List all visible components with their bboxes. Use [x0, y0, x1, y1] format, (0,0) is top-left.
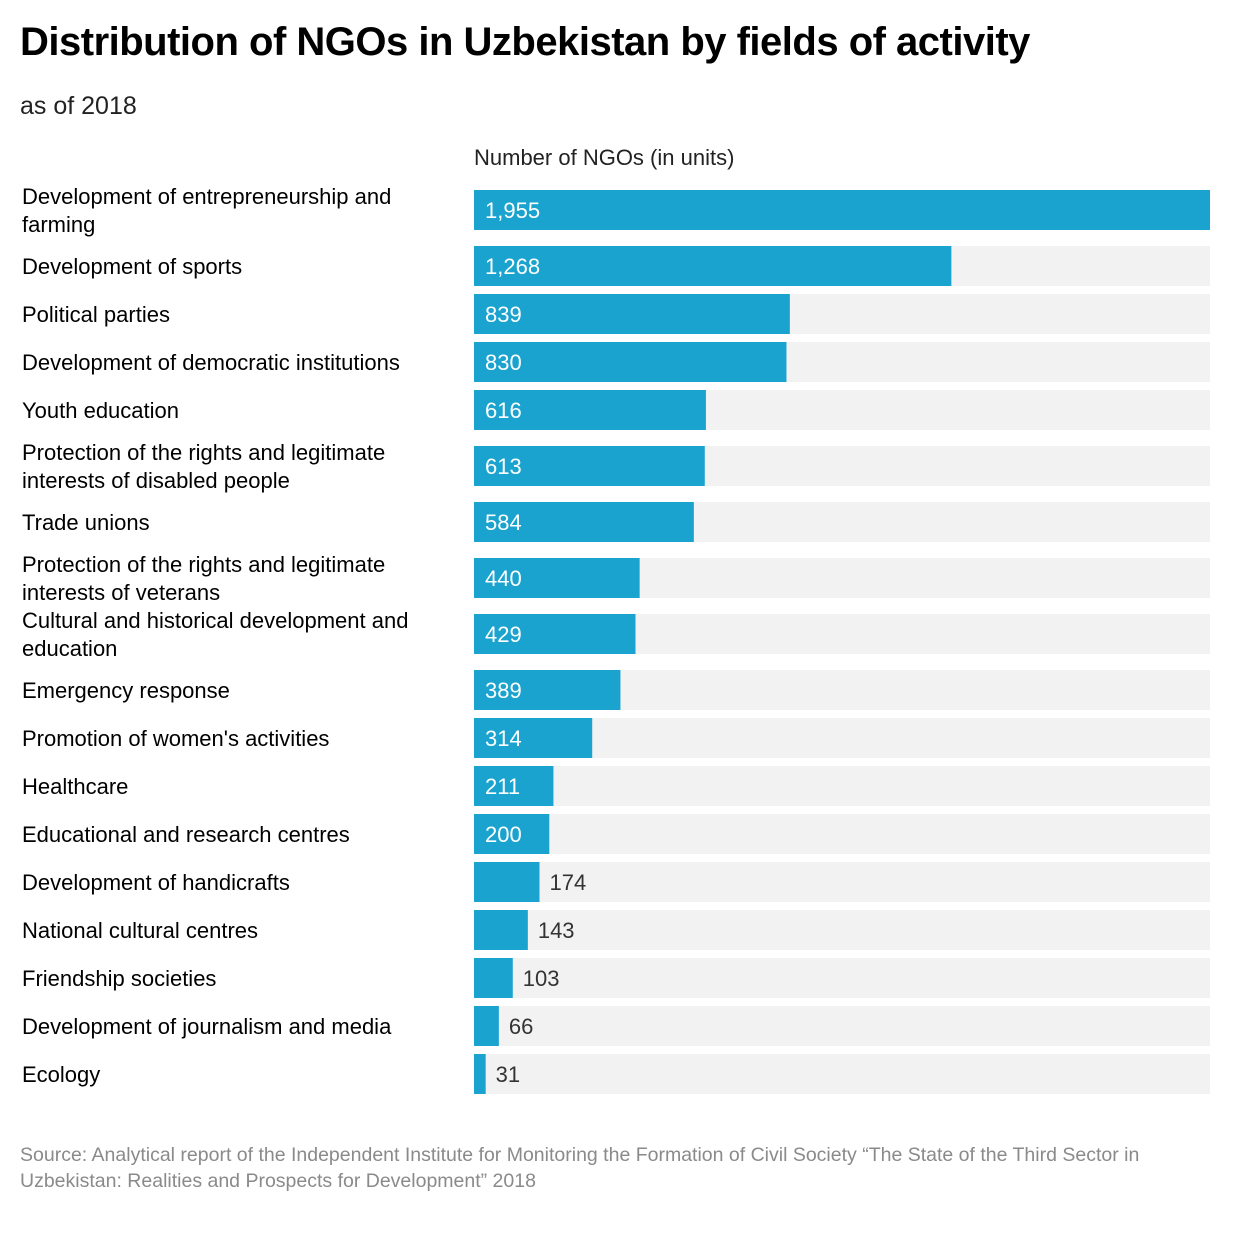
- bar: [474, 390, 706, 430]
- value-label: 839: [485, 302, 522, 327]
- value-label: 211: [485, 774, 520, 799]
- value-label: 174: [550, 870, 587, 895]
- category-label: Development of entrepreneurship and farmi…: [22, 184, 391, 237]
- category-label: Ecology: [22, 1062, 100, 1087]
- bar-track: [474, 1054, 1210, 1094]
- category-label: Protection of the rights and legitimate i…: [22, 440, 385, 493]
- value-label: 389: [485, 678, 522, 703]
- bar-track: [474, 1006, 1210, 1046]
- value-label: 66: [509, 1014, 533, 1039]
- bar: [474, 294, 790, 334]
- bar: [474, 446, 705, 486]
- value-label: 103: [523, 966, 560, 991]
- bar: [474, 766, 554, 806]
- category-label: National cultural centres: [22, 918, 258, 943]
- bar: [474, 246, 952, 286]
- x-axis-title: Number of NGOs (in units): [474, 145, 735, 170]
- value-label: 616: [485, 398, 522, 423]
- bar-chart: 1,955 Development of entrepreneurship and…: [22, 184, 1210, 1094]
- bar-track: [474, 766, 1210, 806]
- chart-title: Distribution of NGOs in Uzbekistan by fi…: [20, 20, 1030, 64]
- value-label: 31: [496, 1062, 520, 1087]
- value-label: 143: [538, 918, 575, 943]
- category-label: Development of democratic institutions: [22, 350, 400, 375]
- value-label: 200: [485, 822, 522, 847]
- bar: [474, 614, 636, 654]
- bar: [474, 814, 550, 854]
- category-label: Protection of the rights and legitimate i…: [22, 552, 385, 605]
- bar-track: [474, 814, 1210, 854]
- category-label: Educational and research centres: [22, 822, 350, 847]
- value-label: 1,268: [485, 254, 540, 279]
- value-label: 830: [485, 350, 522, 375]
- bar: [474, 1006, 499, 1046]
- bar: [474, 958, 513, 998]
- bar: [474, 670, 621, 710]
- category-label: Cultural and historical development and e…: [22, 608, 408, 661]
- bar: [474, 342, 787, 382]
- value-label: 584: [485, 510, 522, 535]
- value-label: 1,955: [485, 198, 540, 223]
- category-label: Youth education: [22, 398, 179, 423]
- chart-subtitle: as of 2018: [20, 92, 137, 120]
- source-note: Source: Analytical report of the Indepen…: [20, 1144, 1140, 1192]
- value-label: 429: [485, 622, 522, 647]
- bar: [474, 910, 528, 950]
- value-label: 314: [485, 726, 522, 751]
- category-label: Friendship societies: [22, 966, 216, 991]
- value-label: 613: [485, 454, 522, 479]
- bar: [474, 1054, 486, 1094]
- bar-track: [474, 910, 1210, 950]
- category-label: Healthcare: [22, 774, 128, 799]
- category-label: Trade unions: [22, 510, 150, 535]
- category-label: Political parties: [22, 302, 170, 327]
- category-label: Development of sports: [22, 254, 242, 279]
- bar-track: [474, 718, 1210, 758]
- category-label: Development of journalism and media: [22, 1014, 392, 1039]
- category-label: Development of handicrafts: [22, 870, 290, 895]
- bar: [474, 502, 694, 542]
- bar: [474, 862, 540, 902]
- category-label: Promotion of women's activities: [22, 726, 329, 751]
- bar: [474, 718, 593, 758]
- bar: [474, 558, 640, 598]
- category-label: Emergency response: [22, 678, 230, 703]
- bar-track: [474, 958, 1210, 998]
- bar: [474, 190, 1210, 230]
- bar-track: [474, 862, 1210, 902]
- value-label: 440: [485, 566, 522, 591]
